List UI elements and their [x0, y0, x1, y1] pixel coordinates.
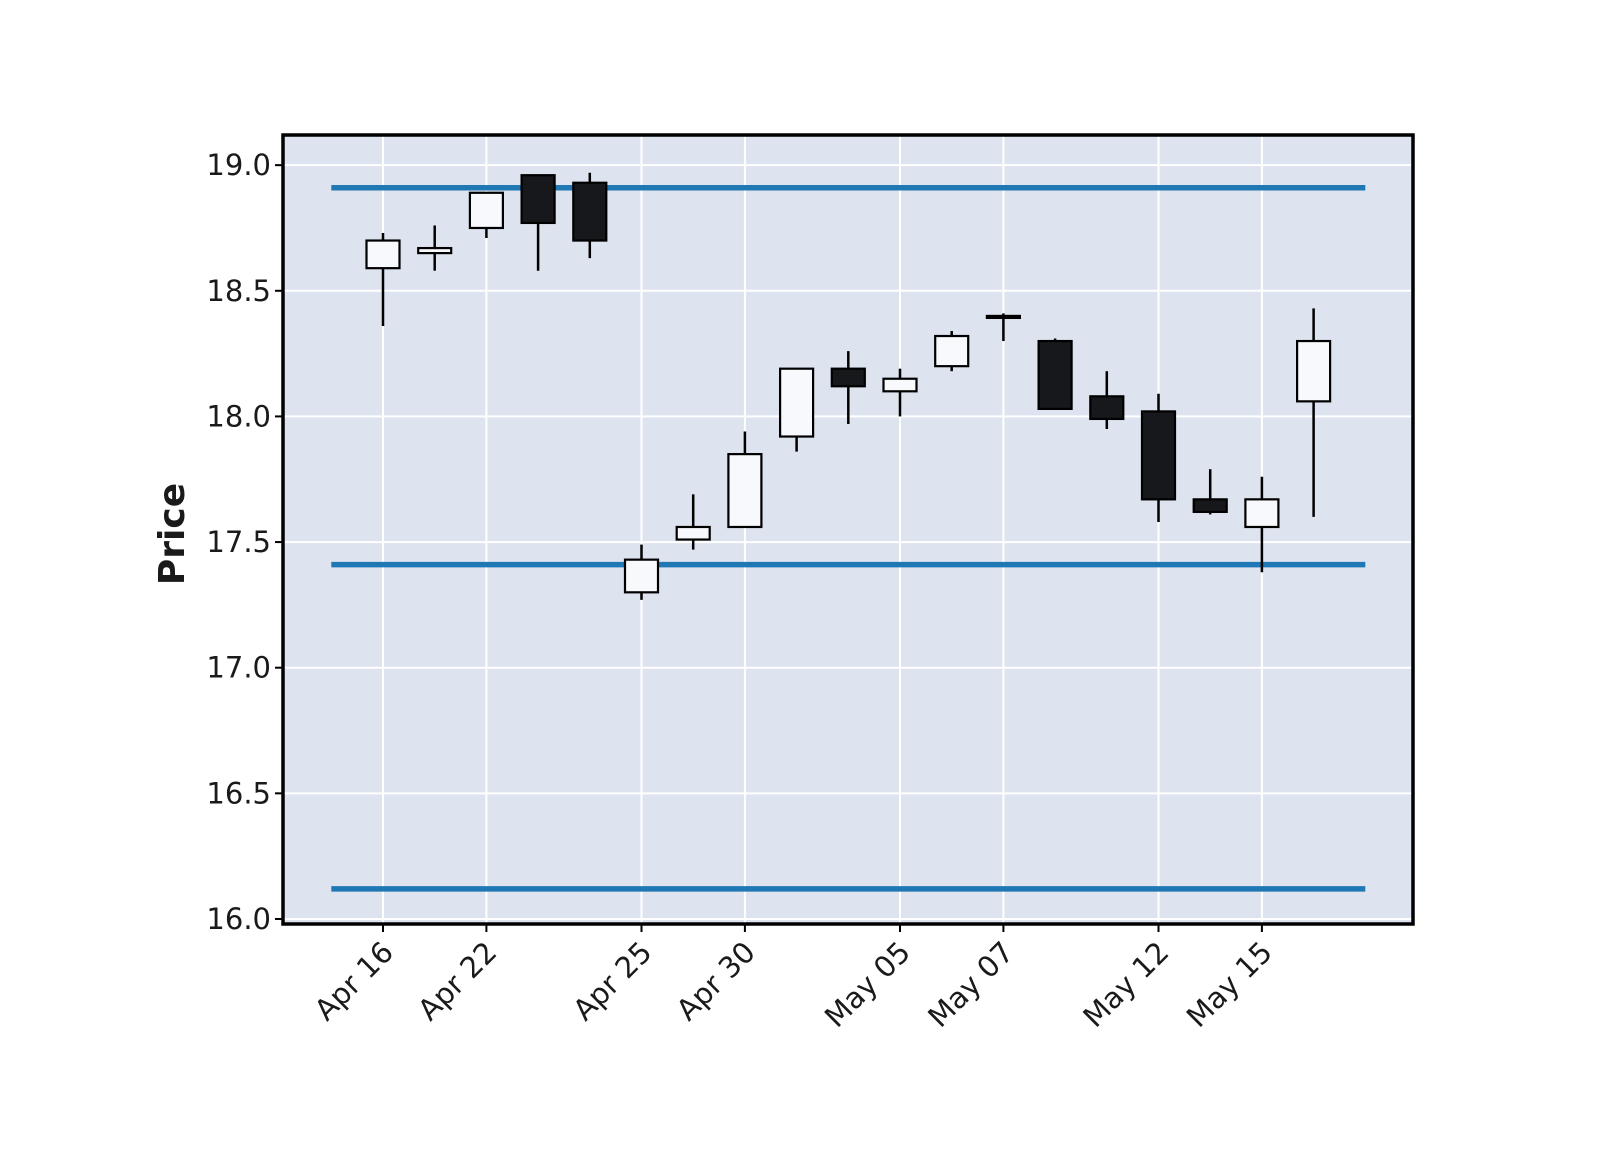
x-tick-label: May 12: [1076, 935, 1175, 1034]
candle-body: [934, 334, 970, 368]
y-tick-label: 16.5: [206, 776, 271, 810]
candle-body: [1037, 339, 1073, 410]
candle: [1192, 469, 1228, 515]
x-tick-label: May 07: [921, 935, 1020, 1034]
x-tick-label: Apr 16: [308, 935, 400, 1027]
candle-body: [1140, 410, 1177, 501]
candle-body: [1089, 395, 1125, 421]
candle-body: [417, 246, 453, 255]
candle-body: [468, 191, 504, 230]
y-tick-label: 17.5: [206, 525, 271, 559]
candles: [365, 172, 1332, 600]
candle-body: [830, 367, 866, 388]
candle-body: [1295, 339, 1332, 403]
candle-body: [623, 558, 660, 594]
y-tick-label: 18.0: [206, 399, 271, 433]
candle: [985, 313, 1022, 342]
x-tick-label: Apr 30: [670, 935, 762, 1027]
y-axis-label: Price: [152, 483, 193, 585]
candle-body: [365, 239, 401, 270]
y-tick-label: 19.0: [206, 148, 271, 182]
candle-body: [1192, 498, 1228, 514]
candle: [882, 368, 918, 417]
x-tick-label: Apr 22: [411, 935, 503, 1027]
plot-background: [283, 135, 1413, 924]
candle-body: [882, 377, 918, 393]
candle: [365, 232, 401, 326]
candle: [1244, 476, 1280, 573]
horizontal-lines: [331, 185, 1366, 892]
x-tick-label: May 15: [1180, 935, 1279, 1034]
candle: [830, 351, 866, 424]
candle: [468, 191, 504, 239]
candle: [623, 544, 660, 600]
candle-body: [675, 525, 711, 541]
candle: [520, 174, 556, 271]
candle: [417, 225, 453, 271]
candle: [727, 431, 763, 529]
y-axis-ticks: 16.0 16.5 17.0 17.5 18.0 18.5 19.0: [206, 148, 283, 936]
candle: [675, 494, 711, 550]
x-axis-ticks: Apr 16 Apr 22 Apr 25 Apr 30 May 05 May 07 May …: [308, 924, 1279, 1034]
y-tick-label: 18.5: [206, 274, 271, 308]
candle: [1089, 371, 1125, 429]
y-tick-label: 16.0: [206, 902, 271, 936]
x-tick-label: May 05: [818, 935, 917, 1034]
candle: [1037, 338, 1073, 410]
candle-body: [520, 174, 556, 225]
candle: [572, 172, 608, 259]
candle-body: [727, 453, 763, 529]
y-tick-label: 17.0: [206, 651, 271, 685]
candle-body: [985, 314, 1022, 320]
candle-body: [778, 367, 815, 438]
candle: [778, 367, 815, 452]
x-tick-label: Apr 25: [566, 935, 658, 1027]
candle: [1295, 308, 1332, 517]
candle-body: [1244, 498, 1280, 529]
plot-frame: [281, 133, 1415, 926]
candle-body: [572, 181, 608, 242]
candle: [934, 330, 970, 372]
candle: [1140, 393, 1177, 522]
